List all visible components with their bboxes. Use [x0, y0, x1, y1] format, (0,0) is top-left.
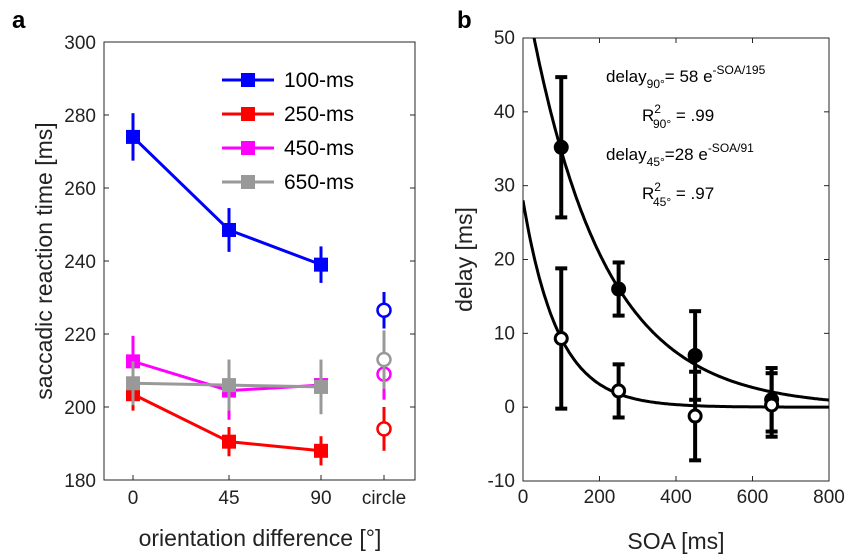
legend-label-650-ms: 650-ms	[284, 171, 354, 194]
annotation-base-2: delay	[606, 145, 647, 164]
annotation-sub-2: 45°	[647, 155, 665, 169]
annotation-sup-2: -SOA/91	[708, 141, 754, 155]
fit-curve-0	[532, 38, 829, 402]
annotation-rest-2: =28 e	[665, 145, 708, 164]
y-tick-label-b-4: 30	[494, 176, 515, 197]
y-tick-label-a-6: 300	[64, 33, 96, 54]
point-filled-0	[553, 139, 569, 155]
y-tick-label-b-3: 20	[494, 250, 515, 271]
y-tick-label-a-3: 240	[64, 252, 96, 273]
y-tick-label-a-4: 260	[64, 179, 96, 200]
marker-650-ms-1	[222, 378, 236, 393]
x-tick-label-b-4: 800	[813, 487, 845, 508]
marker-100-ms-0	[126, 129, 140, 144]
legend-label-250-ms: 250-ms	[284, 103, 354, 126]
marker-100-ms-1	[222, 222, 236, 237]
x-tick-label-b-3: 600	[737, 487, 769, 508]
y-tick-label-b-2: 10	[494, 323, 515, 344]
chart-a: 180 200 220 240 260 280 300 0 45 90 circle orientat…	[31, 33, 416, 551]
plot-frame-b	[522, 37, 830, 482]
point-open-1	[611, 383, 627, 399]
fit-curve-1	[523, 200, 829, 409]
annotation-rest-1: = .99	[671, 106, 714, 125]
y-tick-label-a-1: 200	[64, 398, 96, 419]
marker-circle-250-ms	[376, 421, 392, 437]
annotation-sub-0: 90°	[647, 77, 665, 91]
plot-frame-a	[103, 41, 416, 481]
x-tick-label-a-1: 45	[218, 488, 239, 509]
annotation-rest-0: = 58 e	[665, 67, 713, 86]
legend-marker-650-ms	[241, 175, 255, 189]
annotation-base-1: R	[642, 106, 654, 125]
y-tick-label-a-5: 280	[64, 106, 96, 127]
marker-250-ms-1	[222, 434, 236, 449]
y-tick-label-b-6: 50	[494, 28, 515, 49]
annotation-base-0: delay	[606, 67, 647, 86]
point-open-0	[553, 331, 569, 347]
legend-label-100-ms: 100-ms	[284, 69, 354, 92]
x-axis-label-b: SOA [ms]	[627, 528, 724, 554]
y-tick-label-b-1: 0	[504, 397, 515, 418]
marker-100-ms-2	[314, 257, 328, 272]
legend-label-450-ms: 450-ms	[284, 137, 354, 160]
point-filled-2	[687, 347, 703, 363]
x-tick-label-a-2: 90	[310, 488, 331, 509]
legend-marker-250-ms	[241, 107, 255, 121]
marker-circle-100-ms	[376, 302, 392, 319]
y-tick-label-a-2: 220	[64, 325, 96, 346]
x-tick-label-b-0: 0	[518, 487, 529, 508]
y-axis-label-b: delay [ms]	[451, 207, 477, 312]
annotation-sup-1: 2	[654, 102, 661, 116]
panel-b-letter: b	[457, 7, 472, 34]
annotation-sub-1: 90°	[653, 117, 671, 131]
annotation-0: delay90°= 58 e-SOA/195	[606, 63, 766, 91]
y-axis-label-a: saccadic reaction time [ms]	[31, 122, 57, 399]
marker-250-ms-2	[314, 443, 328, 458]
annotation-3: R2 45° = .97	[642, 180, 714, 209]
annotation-1: R2 90° = .99	[642, 102, 714, 131]
legend-marker-100-ms	[241, 73, 255, 87]
marker-circle-650-ms	[376, 351, 392, 368]
y-tick-label-a-0: 180	[64, 471, 96, 492]
point-filled-1	[611, 281, 627, 297]
x-tick-label-b-1: 200	[584, 487, 616, 508]
panel-a-letter: a	[12, 7, 26, 34]
legend-a: 100-ms 250-ms 450-ms 650-ms	[222, 69, 354, 194]
annotation-rest-3: = .97	[671, 184, 714, 203]
marker-650-ms-2	[314, 379, 328, 394]
x-tick-label-b-2: 400	[660, 487, 692, 508]
y-tick-label-b-5: 40	[494, 102, 515, 123]
annotation-base-3: R	[642, 184, 654, 203]
y-tick-label-b-0: -10	[488, 471, 515, 492]
x-tick-label-a-3: circle	[362, 488, 406, 509]
marker-650-ms-0	[126, 376, 140, 391]
legend-marker-450-ms	[241, 141, 255, 155]
point-open-2	[687, 408, 703, 424]
annotation-2: delay45°=28 e-SOA/91	[606, 141, 754, 169]
annotation-sup-3: 2	[654, 180, 661, 194]
annotation-sup-0: -SOA/195	[713, 63, 766, 77]
x-axis-label-a: orientation difference [°]	[139, 525, 382, 551]
x-tick-label-a-0: 0	[128, 488, 139, 509]
point-open-3	[764, 397, 780, 413]
annotation-sub-3: 45°	[653, 195, 671, 209]
